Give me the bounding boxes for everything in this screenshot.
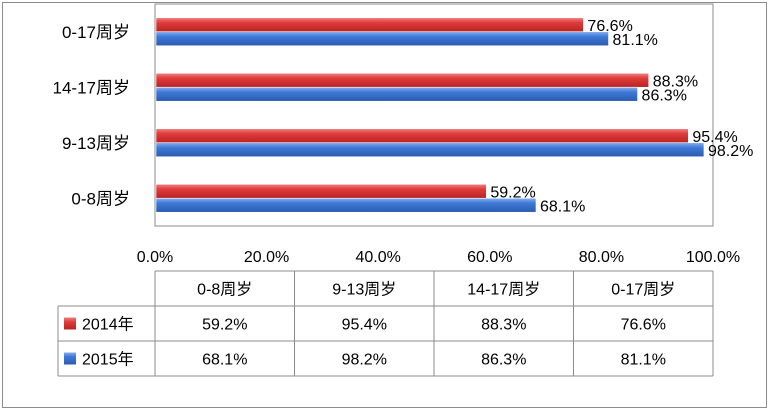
data-label: 86.3%: [642, 87, 687, 104]
x-tick-label: 100.0%: [686, 249, 740, 266]
data-label: 95.4%: [692, 129, 737, 146]
category-label: 9-13周岁: [62, 134, 130, 153]
table-cell: 76.6%: [621, 317, 666, 334]
category-label: 0-8周岁: [71, 189, 130, 208]
legend-swatch: [64, 352, 76, 365]
legend-series-name: 2014年: [82, 316, 134, 334]
category-label: 14-17周岁: [53, 78, 130, 97]
x-tick-label: 0.0%: [137, 249, 173, 266]
legend-swatch: [64, 317, 76, 330]
table-cell: 68.1%: [202, 352, 247, 369]
data-label: 68.1%: [540, 198, 585, 215]
table-cell: 59.2%: [202, 317, 247, 334]
bar-2014年: [155, 72, 650, 88]
x-tick-label: 60.0%: [467, 249, 512, 266]
data-label: 59.2%: [490, 184, 535, 201]
table-cell: 98.2%: [342, 352, 387, 369]
x-tick-label: 80.0%: [579, 249, 624, 266]
bar-2015年: [155, 142, 705, 158]
table-header: 9-13周岁: [332, 281, 396, 299]
table-header: 0-8周岁: [197, 281, 252, 299]
chart-frame: [2, 2, 767, 408]
x-tick-label: 20.0%: [244, 249, 289, 266]
x-tick-label: 40.0%: [356, 249, 401, 266]
table-header: 14-17周岁: [467, 281, 540, 299]
data-label: 98.2%: [708, 143, 753, 160]
category-label: 0-17周岁: [62, 23, 130, 42]
table-cell: 95.4%: [342, 317, 387, 334]
table-cell: 86.3%: [481, 352, 526, 369]
plot-area-border: [154, 3, 714, 227]
bar-2015年: [155, 86, 638, 102]
bar-2015年: [155, 197, 537, 213]
bar-2014年: [155, 17, 584, 33]
table-cell: 88.3%: [481, 317, 526, 334]
bar-2015年: [155, 31, 609, 47]
data-label: 81.1%: [613, 32, 658, 49]
table-header: 0-17周岁: [611, 281, 675, 299]
bar-2014年: [155, 183, 487, 199]
data-label: 76.6%: [587, 18, 632, 35]
bar-2014年: [155, 128, 689, 144]
data-label: 88.3%: [653, 73, 698, 90]
table-cell: 81.1%: [621, 352, 666, 369]
legend-series-name: 2015年: [82, 351, 134, 369]
